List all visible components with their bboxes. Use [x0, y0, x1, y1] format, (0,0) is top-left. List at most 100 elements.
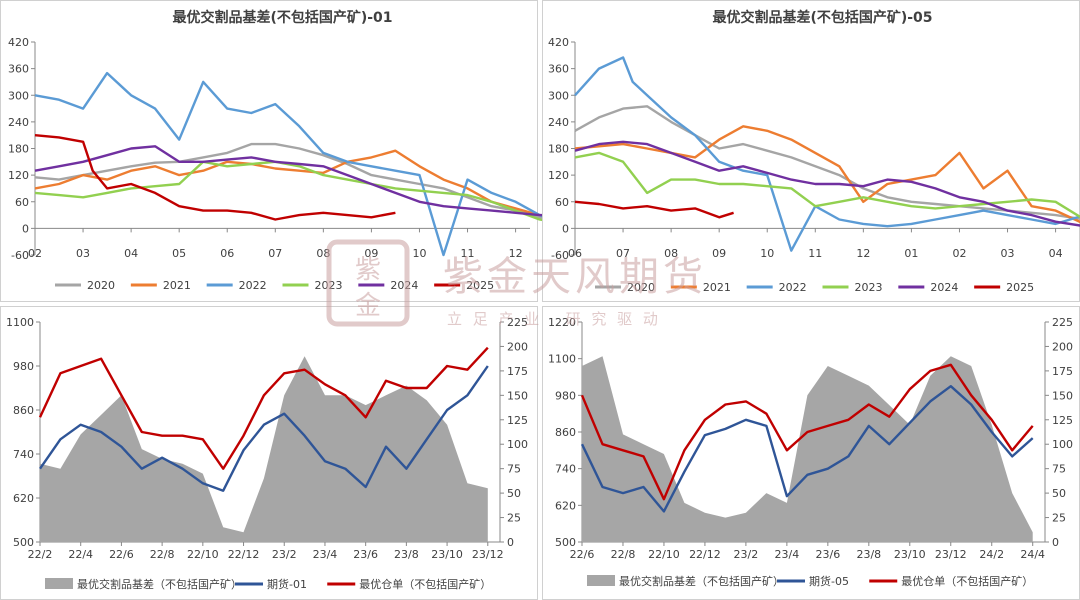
x-tick-label: 23/2	[272, 548, 297, 561]
y-tick-label: 500	[555, 536, 576, 549]
y-tick-label: 0	[22, 222, 29, 235]
x-tick-label: 12	[509, 247, 523, 260]
y-tick-label: 740	[13, 448, 34, 461]
y-tick-label: 980	[555, 389, 576, 402]
chart-2: 最优交割品基差(不包括国产矿)-05-600601201802403003604…	[542, 0, 1080, 302]
legend-label: 最优交割品基差（不包括国产矿）	[619, 574, 784, 588]
chart-4: 500 620 740 860 980 1100 1220 0 25 50 75 100 125 150 1…	[542, 306, 1080, 600]
y-tick-label: 1100	[548, 353, 576, 366]
series-line	[34, 134, 396, 221]
y-tick-label: 1220	[548, 316, 576, 329]
x-tick-label: 23/6	[353, 548, 378, 561]
x-tick-label: 23/4	[313, 548, 338, 561]
svg-text:紫: 紫	[355, 255, 381, 285]
legend-label: 最优仓单（不包括国产矿）	[359, 577, 491, 591]
y-right-tick-label: 0	[1052, 536, 1059, 549]
company-seal-logo: 紫 金	[326, 239, 410, 327]
x-tick-label: 10	[760, 247, 774, 260]
series-line	[574, 105, 1080, 221]
y-tick-label: 500	[13, 536, 34, 549]
y-tick-label: 860	[555, 426, 576, 439]
legend-label: 最优仓单（不包括国产矿）	[901, 574, 1033, 588]
y-right-tick-label: 50	[507, 487, 521, 500]
x-tick-label: 08	[664, 247, 678, 260]
y-tick-label: 740	[555, 463, 576, 476]
x-tick-label: 02	[28, 247, 42, 260]
y-tick-label: 60	[15, 196, 29, 209]
y-right-tick-label: 75	[507, 463, 521, 476]
y-tick-label: 980	[13, 360, 34, 373]
series-line	[34, 145, 564, 217]
y-right-tick-label: 100	[1052, 438, 1073, 451]
x-tick-label: 22/10	[187, 548, 219, 561]
y-tick-label: 180	[548, 143, 569, 156]
legend-label: 2020	[87, 279, 115, 292]
legend-label: 2021	[703, 281, 731, 294]
watermark-slogan: 立 足 产 业 研 究 驱 动	[447, 310, 661, 328]
svg-text:金: 金	[355, 291, 381, 321]
x-tick-label: 23/6	[815, 548, 840, 561]
y-tick-label: 420	[8, 36, 29, 49]
x-tick-label: 23/12	[472, 548, 504, 561]
x-tick-label: 23/8	[394, 548, 419, 561]
legend-label: 2024	[390, 279, 418, 292]
series-line	[34, 160, 574, 226]
chart-title: 最优交割品基差(不包括国产矿)-01	[172, 9, 392, 26]
y-tick-label: 240	[548, 116, 569, 129]
series-line	[34, 149, 564, 221]
legend-label: 最优交割品基差（不包括国产矿）	[77, 577, 242, 591]
chart-3: 500 620 740 860 980 1100 0 25 50 75 100 125 150 175 20…	[0, 306, 538, 600]
y-tick-label: 240	[8, 116, 29, 129]
y-right-tick-label: 25	[507, 512, 521, 525]
x-tick-label: 07	[616, 247, 630, 260]
y-right-tick-label: 150	[507, 389, 528, 402]
x-tick-label: 02	[952, 247, 966, 260]
legend-label: 2022	[779, 281, 807, 294]
series-line	[39, 365, 489, 492]
x-tick-label: 03	[1001, 247, 1015, 260]
y-tick-label: 0	[562, 222, 569, 235]
legend-label: 2025	[1006, 281, 1034, 294]
x-tick-label: 22/6	[570, 548, 595, 561]
y-tick-label: 860	[13, 404, 34, 417]
x-tick-label: 24/2	[979, 548, 1004, 561]
x-tick-label: 23/4	[775, 548, 800, 561]
y-right-tick-label: 200	[507, 340, 528, 353]
y-right-tick-label: 25	[1052, 512, 1066, 525]
y-right-tick-label: 225	[507, 316, 528, 329]
series-area	[582, 356, 1033, 542]
x-tick-label: 23/2	[734, 548, 759, 561]
y-right-tick-label: 100	[507, 438, 528, 451]
x-tick-label: 23/10	[894, 548, 926, 561]
x-tick-label: 09	[712, 247, 726, 260]
series-line	[574, 151, 1080, 219]
x-tick-label: 22/8	[611, 548, 636, 561]
y-right-tick-label: 150	[1052, 389, 1073, 402]
series-line	[574, 140, 1080, 227]
x-tick-label: 11	[808, 247, 822, 260]
x-tick-label: 23/10	[431, 548, 463, 561]
x-tick-label: 12	[856, 247, 870, 260]
y-right-tick-label: 75	[1052, 463, 1066, 476]
y-tick-label: 180	[8, 143, 29, 156]
y-right-tick-label: 175	[1052, 365, 1073, 378]
y-tick-label: 1100	[6, 316, 34, 329]
legend-label: 2025	[466, 279, 494, 292]
legend-label: 期货-01	[267, 577, 307, 591]
series-line	[34, 71, 574, 257]
watermark: 紫 金 紫金天风期货 立 足 产 业 研 究 驱 动	[325, 238, 745, 338]
y-right-tick-label: 225	[1052, 316, 1073, 329]
series-line	[574, 125, 1080, 224]
y-right-tick-label: 0	[507, 536, 514, 549]
y-tick-label: 360	[548, 63, 569, 76]
y-tick-label: 120	[8, 169, 29, 182]
x-tick-label: 22/12	[228, 548, 260, 561]
x-tick-label: 09	[364, 247, 378, 260]
legend-label: 2021	[163, 279, 191, 292]
y-tick-label: -60	[11, 249, 29, 262]
series-line	[574, 200, 734, 219]
legend-swatch	[45, 578, 73, 589]
chart-title: 最优交割品基差(不包括国产矿)-05	[712, 9, 932, 26]
y-right-tick-label: 175	[507, 365, 528, 378]
x-tick-label: 01	[904, 247, 918, 260]
